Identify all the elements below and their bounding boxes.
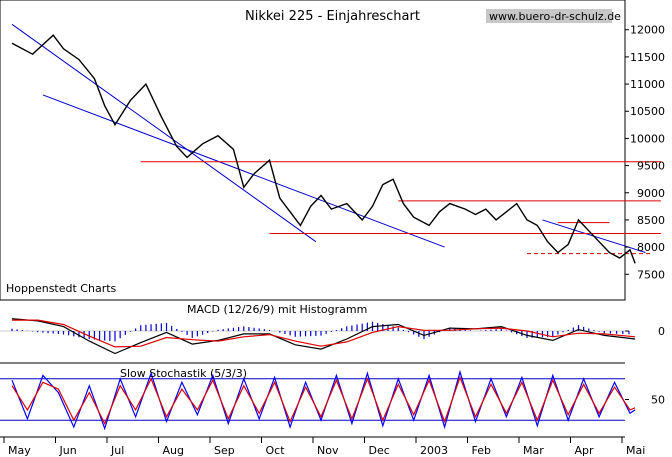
website-label: www.buero-dr-schulz.de: [489, 10, 621, 23]
y-tick-label: 8500: [637, 214, 665, 227]
x-tick-label: May: [8, 444, 31, 457]
website-label-bg: [486, 9, 612, 23]
x-tick-label: Sep: [214, 444, 235, 457]
y-tick-label: 11500: [630, 51, 665, 64]
x-tick-label: Oct: [266, 444, 286, 457]
y-tick-label: 11000: [630, 78, 665, 91]
y-tick-label: 0: [658, 325, 665, 338]
y-tick-label: 9500: [637, 160, 665, 173]
source-label: Hoppenstedt Charts: [6, 282, 117, 295]
x-tick-label: 2003: [420, 444, 448, 457]
y-tick-label: 10000: [630, 132, 665, 145]
x-tick-label: Apr: [575, 444, 595, 457]
x-tick-label: Jul: [110, 444, 124, 457]
chart-title: Nikkei 225 - Einjahreschart: [245, 9, 420, 24]
price-panel-frame: [0, 0, 626, 301]
y-tick-label: 7500: [637, 268, 665, 281]
y-tick-label: 8000: [637, 241, 665, 254]
macd-label: MACD (12/26/9) mit Histogramm: [187, 303, 367, 316]
x-tick-label: Feb: [472, 444, 491, 457]
x-tick-label: Mai: [626, 444, 645, 457]
y-tick-label: 12000: [630, 24, 665, 37]
x-tick-label: Nov: [317, 444, 339, 457]
y-tick-label: 50: [651, 394, 665, 407]
x-tick-label: Jun: [59, 444, 77, 457]
stoch-label: Slow Stochastik (5/3/3): [120, 367, 247, 380]
trend-channel-line: [11, 23, 317, 243]
trend-channel-line: [42, 94, 445, 248]
x-tick-label: Dec: [369, 444, 390, 457]
y-tick-label: 9000: [637, 187, 665, 200]
x-tick-label: Aug: [163, 444, 184, 457]
x-tick-label: Mar: [523, 444, 544, 457]
macd-signal-line: [12, 319, 636, 348]
y-tick-label: 10500: [630, 105, 665, 118]
macd-line: [11, 318, 636, 355]
price-line: [11, 34, 636, 264]
stoch-d-line: [11, 375, 636, 426]
